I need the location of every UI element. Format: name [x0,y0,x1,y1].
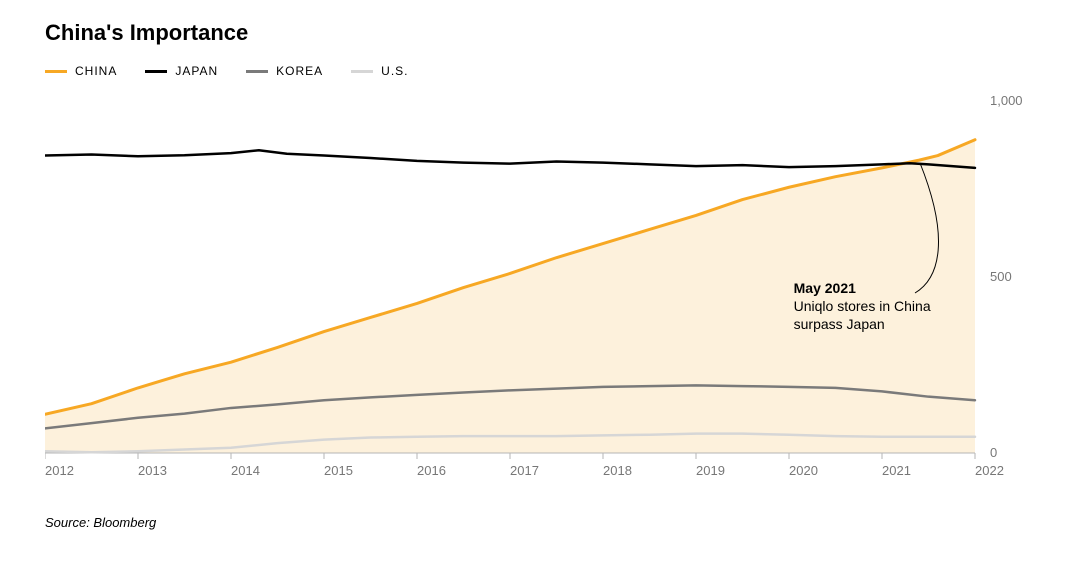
legend-label: KOREA [276,64,323,78]
legend-swatch [45,70,67,73]
x-tick-label: 2012 [45,463,74,478]
y-tick-label: 0 [990,445,997,460]
legend-label: JAPAN [175,64,218,78]
y-tick-label: 1,000 [990,93,1023,108]
legend-item-japan: JAPAN [145,64,218,78]
annotation-line: surpass Japan [794,316,885,332]
legend-item-china: CHINA [45,64,117,78]
x-tick-label: 2017 [510,463,539,478]
annotation-line: Uniqlo stores in China [794,298,931,314]
x-tick-label: 2018 [603,463,632,478]
legend-swatch [246,70,268,73]
y-tick-label: 500 [990,269,1012,284]
x-tick-label: 2021 [882,463,911,478]
series-line-japan [45,150,975,168]
x-tick-label: 2013 [138,463,167,478]
x-tick-label: 2016 [417,463,446,478]
legend-swatch [351,70,373,73]
x-tick-label: 2019 [696,463,725,478]
source-attribution: Source: Bloomberg [45,515,1037,530]
legend-label: CHINA [75,64,117,78]
legend: CHINA JAPAN KOREA U.S. [45,64,1037,78]
x-tick-label: 2020 [789,463,818,478]
x-tick-label: 2015 [324,463,353,478]
legend-swatch [145,70,167,73]
legend-item-us: U.S. [351,64,408,78]
legend-item-korea: KOREA [246,64,323,78]
chart-area: 0 500 1,000 2012 2013 2014 2015 2016 2017 2018 201… [45,93,1035,503]
x-tick-label: 2014 [231,463,260,478]
chart-title: China's Importance [45,20,1037,46]
annotation-title: May 2021 [794,280,856,296]
area-china [45,140,975,453]
legend-label: U.S. [381,64,408,78]
x-tick-label: 2022 [975,463,1004,478]
line-chart: 0 500 1,000 2012 2013 2014 2015 2016 2017 2018 201… [45,93,1035,503]
